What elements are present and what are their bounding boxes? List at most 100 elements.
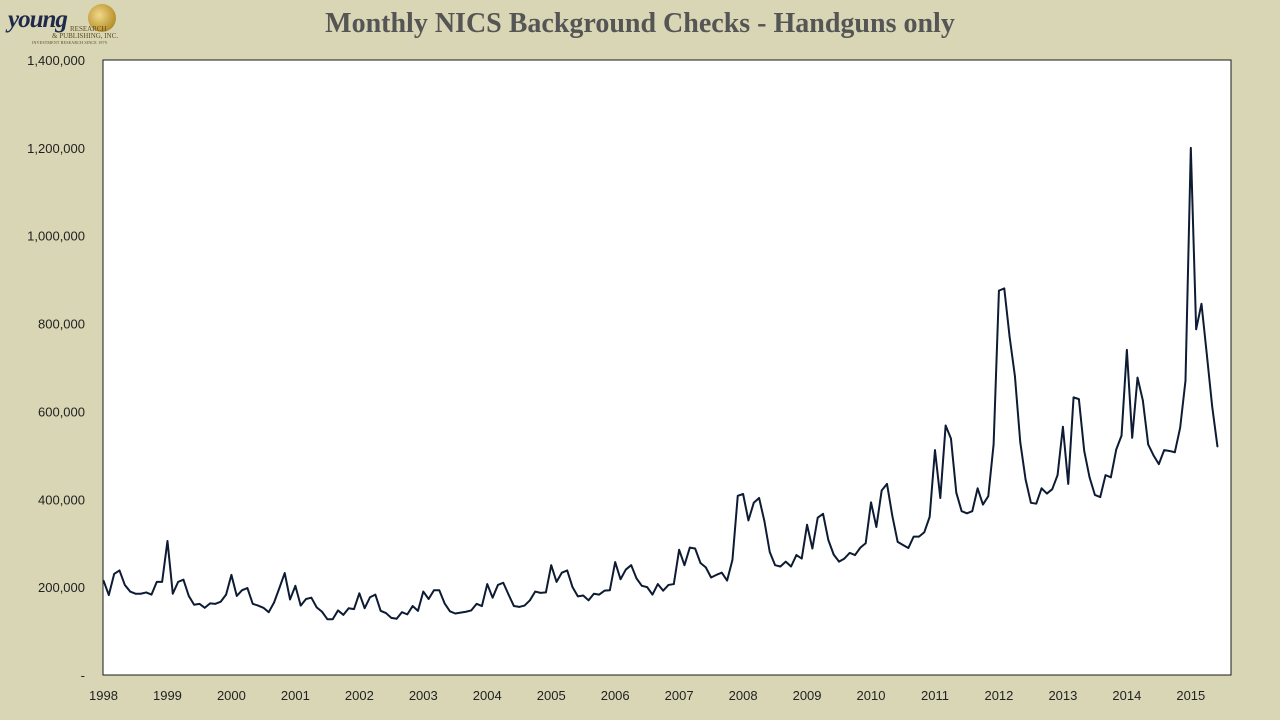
data-point <box>161 581 163 583</box>
data-point <box>774 564 776 566</box>
data-point <box>177 581 179 583</box>
data-point <box>427 598 430 600</box>
logo-wordmark: young <box>8 6 68 33</box>
data-point <box>806 523 808 526</box>
data-point <box>832 553 835 556</box>
data-point <box>720 571 723 574</box>
y-tick-label: 1,200,000 <box>27 141 85 156</box>
data-point <box>497 584 499 586</box>
data-point <box>347 607 350 610</box>
data-point <box>726 579 728 582</box>
data-point <box>625 568 627 571</box>
data-point <box>571 586 574 588</box>
data-point <box>619 578 622 581</box>
x-tick-label: 2005 <box>537 688 566 703</box>
data-point <box>1216 445 1219 448</box>
data-point <box>731 559 734 561</box>
data-point <box>156 581 158 583</box>
data-point <box>859 546 862 549</box>
x-axis: 1998 1999 2000 2001 2002 2003 2004 2005 2006 2007… <box>89 688 1205 703</box>
data-point <box>1024 478 1027 481</box>
data-point <box>1126 349 1128 351</box>
logo-line-2: & PUBLISHING, INC. <box>52 32 119 40</box>
data-point <box>1211 405 1213 407</box>
x-tick-label: 2001 <box>281 688 310 703</box>
data-point <box>710 576 712 579</box>
data-point <box>987 495 990 498</box>
x-tick-label: 2000 <box>217 688 246 703</box>
data-point <box>704 566 707 569</box>
data-point <box>283 572 286 574</box>
data-point <box>614 561 616 563</box>
data-point <box>1003 287 1006 290</box>
data-point <box>534 590 537 593</box>
data-point <box>736 494 739 497</box>
data-point <box>369 596 371 599</box>
data-point <box>187 595 190 597</box>
data-point <box>1062 426 1064 428</box>
data-point <box>417 610 419 612</box>
x-tick-label: 2004 <box>473 688 502 703</box>
data-point <box>406 613 409 616</box>
data-point <box>331 618 334 621</box>
data-point <box>715 574 718 576</box>
data-point <box>150 593 153 596</box>
data-point <box>662 589 664 592</box>
data-point <box>944 424 947 427</box>
data-point <box>630 564 632 566</box>
data-point <box>747 519 750 522</box>
data-point <box>635 577 638 580</box>
data-point <box>1131 436 1133 439</box>
data-point <box>1115 448 1117 451</box>
data-point <box>507 593 510 596</box>
y-axis: - 200,000 400,000 600,000 800,000 1,000,000 1,… <box>27 53 85 683</box>
data-point <box>1147 443 1149 446</box>
data-point <box>843 557 846 560</box>
data-point <box>673 583 675 585</box>
data-point <box>934 449 936 451</box>
data-point <box>1014 375 1016 378</box>
data-point <box>411 605 414 607</box>
data-point <box>113 573 115 575</box>
data-point <box>1056 474 1059 476</box>
data-point <box>758 497 760 499</box>
data-point <box>433 589 435 592</box>
series-line-handguns <box>102 146 1219 621</box>
data-point <box>219 600 222 603</box>
data-point <box>880 489 883 492</box>
data-point <box>262 606 265 609</box>
y-tick-label: 400,000 <box>38 492 85 507</box>
x-tick-label: 2002 <box>345 688 374 703</box>
data-point <box>385 612 387 614</box>
data-point <box>566 569 569 572</box>
data-point <box>1174 451 1176 454</box>
chart-title: Monthly NICS Background Checks - Handgun… <box>325 8 955 39</box>
data-point <box>1152 454 1155 457</box>
data-point <box>939 497 942 499</box>
data-point <box>752 502 755 504</box>
data-point <box>1184 379 1187 382</box>
x-tick-label: 2012 <box>984 688 1013 703</box>
logo-emblem-icon <box>88 4 116 32</box>
data-point <box>124 584 126 586</box>
data-point <box>230 574 233 576</box>
y-tick-label: 200,000 <box>38 580 85 595</box>
data-point <box>683 564 686 566</box>
data-point <box>1168 450 1171 452</box>
data-point <box>140 592 142 595</box>
data-point <box>379 610 382 612</box>
data-point <box>289 598 291 601</box>
data-point <box>1163 449 1165 451</box>
data-point <box>923 531 926 534</box>
data-point <box>235 595 238 597</box>
data-point <box>129 590 131 593</box>
data-point <box>811 547 814 550</box>
x-tick-label: 2006 <box>601 688 630 703</box>
data-point <box>118 569 121 572</box>
data-point <box>241 589 243 592</box>
data-point <box>555 581 558 583</box>
data-point <box>1030 502 1032 504</box>
logo-line-3: INVESTMENT RESEARCH SINCE 1979 <box>32 40 107 45</box>
x-tick-label: 2009 <box>793 688 822 703</box>
data-point <box>699 562 702 564</box>
